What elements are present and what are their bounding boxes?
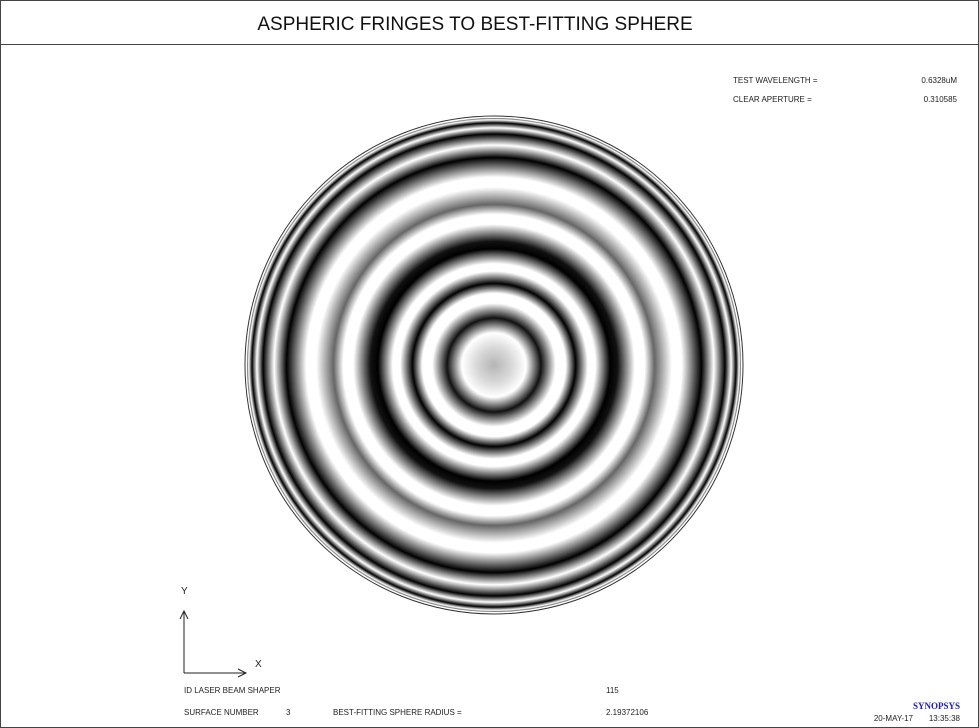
lens-number: 115: [606, 686, 619, 695]
radius-label: BEST-FITTING SPHERE RADIUS =: [333, 708, 462, 717]
title: ASPHERIC FRINGES TO BEST-FITTING SPHERE: [257, 14, 692, 35]
surface-label: SURFACE NUMBER: [184, 708, 259, 717]
brand: SYNOPSYS: [913, 701, 960, 711]
wavelength-value: 0.6328uM: [921, 76, 957, 85]
time: 13:35:38: [929, 714, 961, 723]
x-arrow-head: [237, 668, 248, 678]
aperture-label: CLEAR APERTURE =: [733, 95, 812, 104]
aperture-edge: [244, 115, 744, 615]
lens-id: ID LASER BEAM SHAPER: [184, 686, 281, 695]
wavelength-label: TEST WAVELENGTH =: [733, 76, 818, 85]
fringe-pattern: [247, 118, 741, 612]
date: 20-MAY-17: [874, 714, 914, 723]
aperture-value: 0.310585: [924, 95, 958, 104]
y-arrow-head: [179, 609, 189, 620]
x-axis-label: X: [255, 659, 262, 670]
radius-value: 2.19372106: [606, 708, 649, 717]
y-axis-label: Y: [181, 586, 188, 597]
surface-value: 3: [286, 708, 291, 717]
